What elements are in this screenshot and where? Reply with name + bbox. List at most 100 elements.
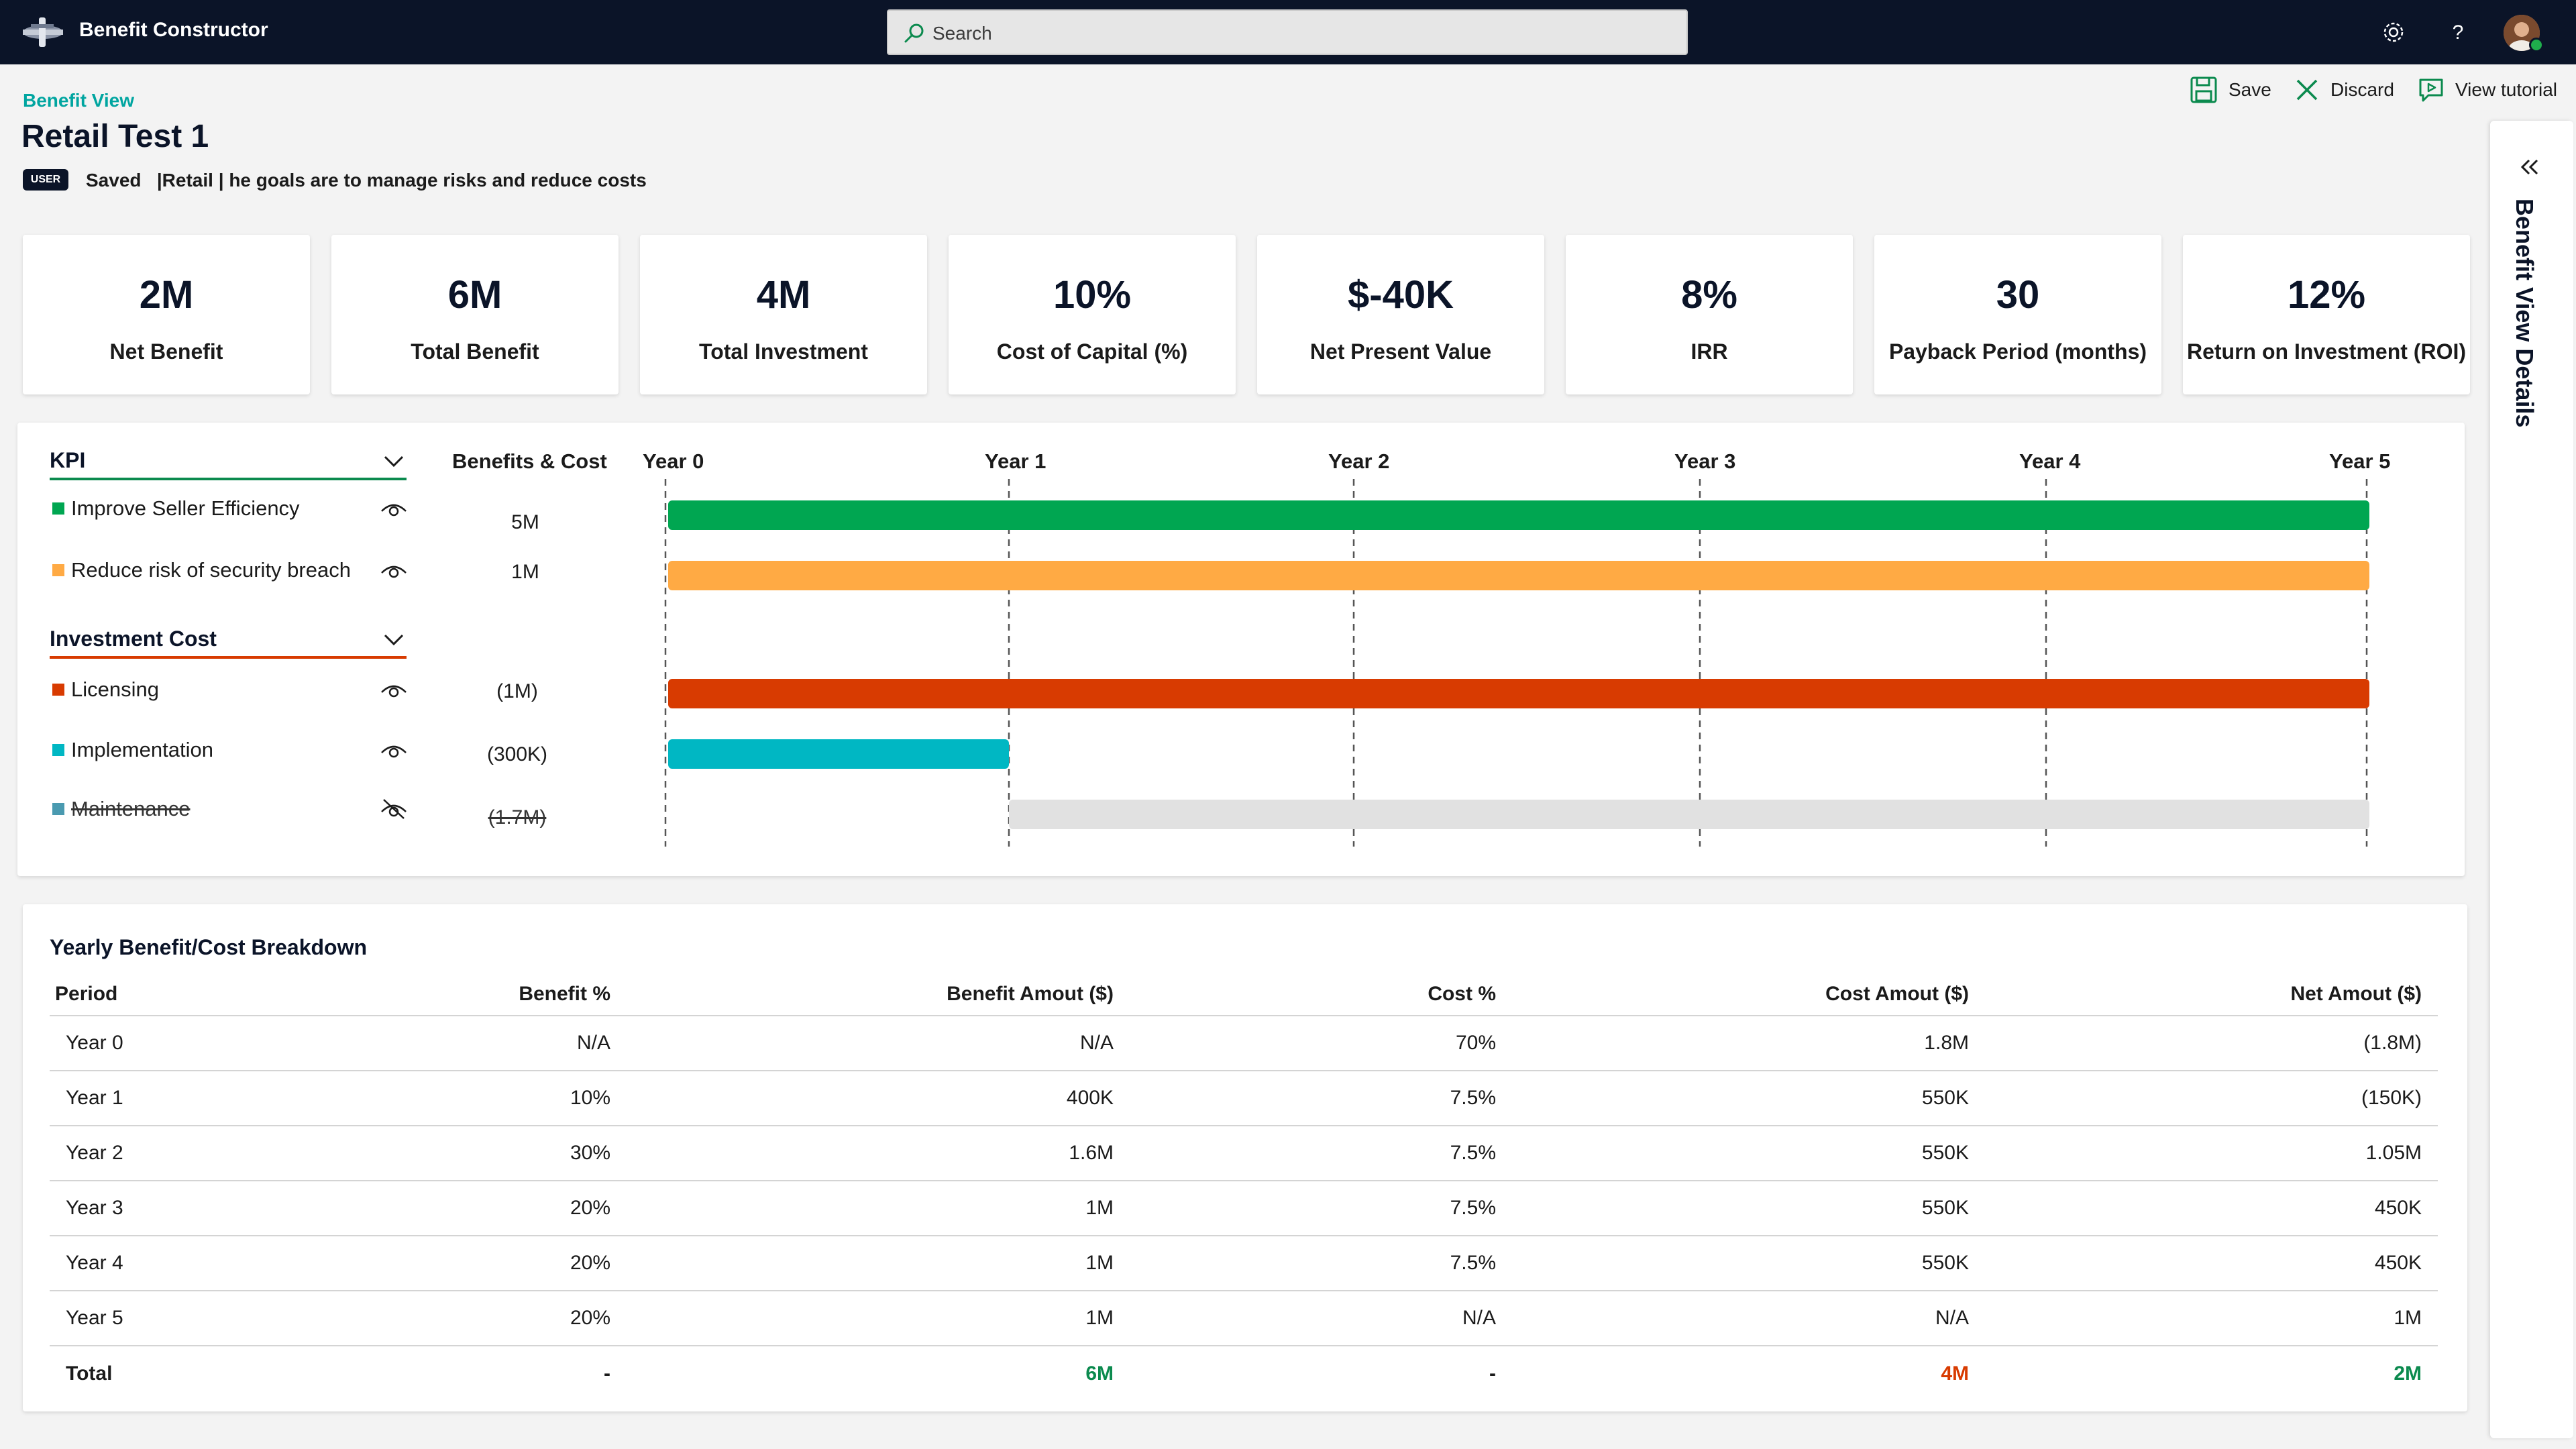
- kpi-label: Net Benefit: [109, 339, 223, 364]
- kpi-value: $-40K: [1348, 273, 1454, 317]
- kpi-value: 30: [1996, 273, 2040, 317]
- help-icon[interactable]: ?: [2443, 17, 2473, 47]
- kpi-value: 12%: [2287, 273, 2366, 317]
- year-header: Year 4: [2019, 449, 2081, 473]
- cell: 1.6M: [627, 1126, 1130, 1181]
- kpi-value: 4M: [756, 273, 811, 317]
- cell: 1M: [627, 1181, 1130, 1236]
- legend-swatch: [52, 684, 64, 696]
- timeline-bar[interactable]: [668, 739, 1009, 769]
- table-header-row: Period Benefit % Benefit Amout ($) Cost …: [50, 973, 2438, 1016]
- eye-icon[interactable]: [380, 679, 408, 700]
- kpi-card-total-benefit: 6M Total Benefit: [331, 235, 619, 394]
- investment-group-header: Investment Cost: [50, 627, 217, 651]
- collapse-chevron-icon[interactable]: [2518, 157, 2542, 177]
- kpi-card-payback-period: 30 Payback Period (months): [1874, 235, 2161, 394]
- legend-item-reduce-risk: Reduce risk of security breach: [52, 557, 351, 584]
- search-input[interactable]: Search: [932, 23, 992, 44]
- user-badge: USER: [23, 169, 68, 191]
- cell: 7.5%: [1130, 1071, 1512, 1126]
- legend-label: Maintenance: [71, 797, 191, 820]
- tutorial-label: View tutorial: [2455, 79, 2558, 100]
- cell: 10%: [338, 1071, 627, 1126]
- search-box[interactable]: Search: [887, 9, 1688, 55]
- cell: Year 1: [50, 1071, 338, 1126]
- cell: 7.5%: [1130, 1181, 1512, 1236]
- col-header-cost-amount: Cost Amout ($): [1512, 973, 1985, 1016]
- timeline-bar[interactable]: [668, 679, 2369, 708]
- timeline-bar[interactable]: [668, 561, 2369, 590]
- kpi-card-roi: 12% Return on Investment (ROI): [2183, 235, 2470, 394]
- total-label: Total: [66, 1362, 113, 1385]
- cell: 20%: [338, 1291, 627, 1346]
- legend-label: Reduce risk of security breach: [71, 558, 351, 582]
- kpi-card-net-benefit: 2M Net Benefit: [23, 235, 310, 394]
- view-tutorial-button[interactable]: View tutorial: [2418, 74, 2557, 106]
- cell: N/A: [1512, 1291, 1985, 1346]
- kpi-value: 2M: [139, 273, 194, 317]
- amount-value: (300K): [486, 743, 548, 765]
- amount-value: (1.7M): [488, 806, 547, 828]
- description-text: |Retail | he goals are to manage risks a…: [156, 170, 647, 191]
- eye-icon[interactable]: [380, 498, 408, 519]
- kpi-label: Cost of Capital (%): [996, 339, 1188, 364]
- kpi-value: 10%: [1053, 273, 1132, 317]
- timeline-bar[interactable]: [1009, 800, 2369, 829]
- kpi-label: Total Investment: [699, 339, 868, 364]
- total-net: 2M: [2394, 1362, 2422, 1385]
- cell: 400K: [627, 1071, 1130, 1126]
- app-title: Benefit Constructor: [79, 19, 268, 41]
- table-title: Yearly Benefit/Cost Breakdown: [50, 935, 368, 959]
- save-icon: [2190, 76, 2217, 103]
- kpi-label: Return on Investment (ROI): [2186, 339, 2466, 364]
- total-cost: 4M: [1941, 1362, 1969, 1385]
- cell: Year 3: [50, 1181, 338, 1236]
- cell: 550K: [1512, 1071, 1985, 1126]
- eye-icon[interactable]: [380, 559, 408, 581]
- breakdown-table-panel: Yearly Benefit/Cost Breakdown Period Ben…: [23, 904, 2467, 1411]
- gear-icon[interactable]: [2379, 17, 2408, 47]
- cell: (1.8M): [1985, 1016, 2438, 1071]
- cell: Year 2: [50, 1126, 338, 1181]
- kpi-label: Net Present Value: [1309, 339, 1492, 364]
- year-header: Year 1: [985, 449, 1046, 473]
- kpi-label: Total Benefit: [411, 339, 539, 364]
- cell: 7.5%: [1130, 1126, 1512, 1181]
- table-row: Year 2 30% 1.6M 7.5% 550K 1.05M: [50, 1126, 2438, 1181]
- chevron-down-icon[interactable]: [382, 628, 405, 651]
- top-bar: Benefit Constructor Search ?: [0, 0, 2576, 64]
- side-panel-title: Benefit View Details: [2511, 199, 2538, 428]
- timeline-bar[interactable]: [668, 500, 2369, 530]
- cell: 1.05M: [1985, 1126, 2438, 1181]
- kpi-card-npv: $-40K Net Present Value: [1257, 235, 1544, 394]
- chevron-down-icon[interactable]: [382, 449, 405, 472]
- cell: (150K): [1985, 1071, 2438, 1126]
- legend-swatch: [52, 803, 64, 815]
- eye-icon[interactable]: [380, 739, 408, 761]
- cell: 1.8M: [1512, 1016, 1985, 1071]
- legend-item-maintenance: Maintenance: [52, 796, 191, 822]
- save-button[interactable]: Save: [2190, 74, 2271, 106]
- table-total-row: Total - 6M - 4M 2M: [50, 1346, 2438, 1401]
- breadcrumb[interactable]: Benefit View: [23, 90, 134, 111]
- cell: -: [1489, 1362, 1496, 1385]
- cell: 1M: [627, 1291, 1130, 1346]
- col-header-net-amount: Net Amout ($): [1985, 973, 2438, 1016]
- cell: 450K: [1985, 1236, 2438, 1291]
- col-header-cost-pct: Cost %: [1130, 973, 1512, 1016]
- benefit-timeline-panel: KPI Improve Seller Efficiency Reduce ris…: [17, 423, 2465, 876]
- kpi-card-cost-of-capital: 10% Cost of Capital (%): [949, 235, 1236, 394]
- eye-off-icon[interactable]: [380, 798, 408, 820]
- discard-button[interactable]: Discard: [2294, 74, 2394, 106]
- cell: Year 0: [50, 1016, 338, 1071]
- cell: 30%: [338, 1126, 627, 1181]
- status-line: Saved |Retail | he goals are to manage r…: [86, 170, 647, 191]
- kpi-label: IRR: [1690, 339, 1728, 364]
- kpi-card-irr: 8% IRR: [1566, 235, 1853, 394]
- timeline-gantt: [664, 479, 2369, 847]
- discard-label: Discard: [2330, 79, 2394, 100]
- amount-value: (1M): [496, 680, 538, 702]
- table-row: Year 3 20% 1M 7.5% 550K 450K: [50, 1181, 2438, 1236]
- details-side-panel: [2490, 121, 2573, 1438]
- benefits-cost-header: Benefits & Cost: [452, 449, 607, 473]
